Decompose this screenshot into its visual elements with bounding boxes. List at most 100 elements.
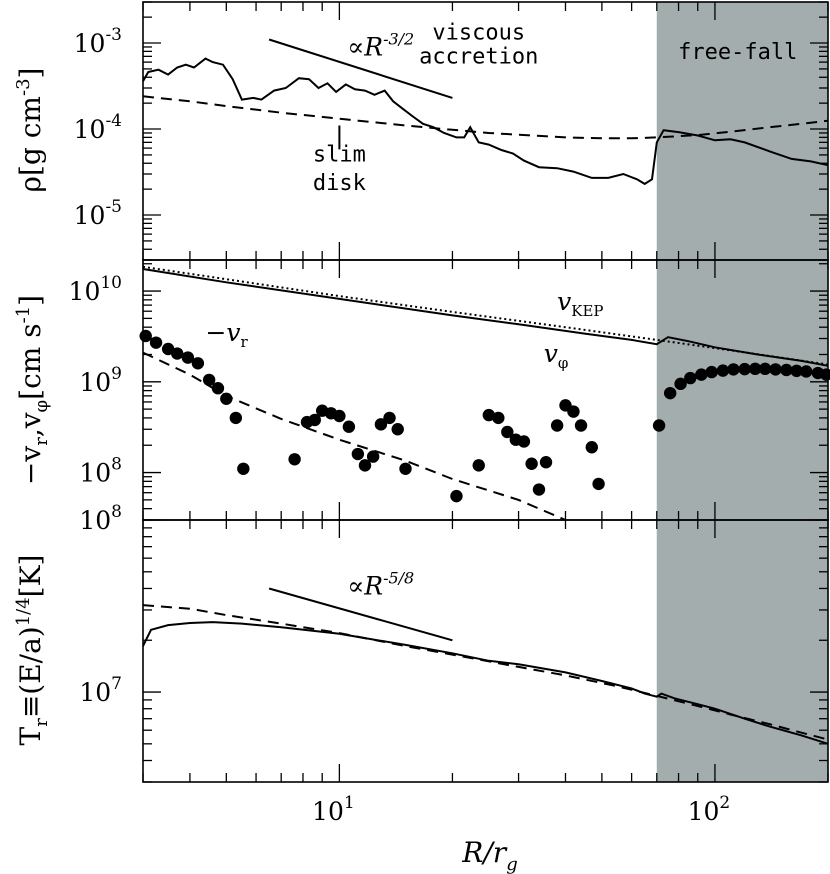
x-tick-label-exponent: 1 [344, 793, 355, 813]
velocity-y-tick-label: 108 [79, 455, 122, 488]
velocity-ylabel-sub1: r [31, 437, 52, 446]
velocity-series--v-r-simulation-point [749, 362, 762, 376]
velocity-series--v-r-slim-disk-line [142, 351, 566, 521]
temperature-ylabel: Tr≡(E/a)1/4[K] [13, 555, 52, 746]
series-label-main: v [557, 287, 571, 316]
velocity-series--v-r-simulation-point [525, 457, 538, 470]
series-label-sub: φ [558, 354, 569, 372]
velocity-y-tick-label: 109 [79, 364, 122, 397]
velocity-series--v-r-simulation-point [171, 347, 184, 360]
tick-label-base: 10 [79, 368, 111, 397]
tick-label-exponent: 8 [111, 455, 122, 475]
temperature-series-simulation-line [142, 621, 829, 745]
temperature-ylabel-sup: 1/4 [13, 597, 34, 626]
density-series-r-3-2-guide-line [268, 38, 453, 99]
velocity-ylabel-close: ] [14, 295, 47, 306]
annotation-exponent: -3/2 [383, 29, 414, 48]
velocity-series--v-r-simulation-point [780, 363, 793, 377]
tick-label-exponent: 10 [100, 273, 122, 293]
density-series-slim-disk-line [142, 95, 829, 140]
velocity-series--v-r-simulation-point [366, 450, 380, 463]
density-y-tick-label: 10-4 [74, 111, 122, 144]
tick-label-exponent: 9 [111, 364, 122, 384]
velocity-series--v-r-simulation-point [663, 386, 677, 400]
velocity-series--v-r-simulation-point [705, 365, 718, 379]
temperature-y-tick-label: 108 [79, 502, 122, 535]
x-axis-label-sub: g [506, 854, 518, 874]
density-series-simulation-line [142, 57, 829, 186]
velocity-series--v-r-simulation-point [450, 489, 463, 503]
velocity-series--v-r-simulation-point [333, 409, 346, 423]
velocity-series--v-r-simulation-point [351, 447, 365, 461]
velocity-series--v-r-simulation-point [769, 363, 782, 376]
density-y-tick-label: 10-3 [74, 25, 122, 58]
velocity-series-v-kep-line [142, 265, 829, 366]
velocity-series--v-r-simulation-point [684, 371, 697, 385]
velocity-series--v-r-simulation-point [191, 357, 205, 370]
tick-label-exponent: -5 [105, 197, 122, 217]
tick-label-exponent: -3 [105, 25, 122, 45]
velocity-series--v-r-simulation-point [501, 425, 514, 439]
x-tick-label-base: 10 [312, 797, 344, 826]
velocity-series--v-r-simulation-point [383, 411, 396, 425]
velocity-series--v-r-simulation-point [181, 351, 195, 364]
velocity-series--v-r-simulation-point [574, 419, 588, 432]
velocity-series--v-r-simulation-point [539, 456, 553, 469]
density-annotation: accretion [419, 44, 538, 69]
velocity-ylabel-mid: ,v [14, 412, 47, 437]
velocity-series--v-r-simulation-point [674, 377, 687, 391]
density-ylabel: ρ[g cm-3] [13, 68, 47, 193]
velocity-series--v-r-simulation-point [399, 462, 412, 475]
density-ylabel-main: ρ[g cm [14, 96, 47, 192]
velocity-series--v-r-simulation-point [149, 336, 163, 349]
panel-frames [142, 1, 829, 783]
velocity-series--v-r-simulation-point [800, 365, 813, 378]
velocity-series--v-r-simulation-point [532, 483, 546, 496]
velocity-y-tick-label: 1010 [69, 273, 122, 306]
annotation-exponent: -5/8 [383, 568, 414, 587]
tick-label-exponent: 8 [111, 502, 122, 522]
velocity-series--v-r-simulation-point [550, 419, 564, 432]
velocity-ylabel-sup: -1 [13, 306, 34, 324]
velocity-series--v-r-simulation-point [492, 411, 505, 425]
x-axis-label: R/rg [461, 836, 517, 874]
velocity-series-label: −vr [205, 318, 248, 351]
density-power-law-annotation: ∝R-3/2 [347, 29, 414, 61]
density-annotation: disk [313, 171, 366, 196]
annotation-main: ∝R [347, 571, 383, 600]
velocity-series--v-r-simulation-point [288, 453, 301, 466]
tick-label-base: 10 [69, 277, 101, 306]
temperature-y-tick-label: 107 [79, 674, 122, 707]
free-fall-shaded-region [656, 2, 828, 782]
series-label-sub: r [241, 333, 249, 351]
velocity-series--v-r-simulation-point [567, 405, 580, 418]
velocity-series--v-r-simulation-point [211, 382, 225, 395]
velocity-series--v-r-simulation-point [758, 362, 772, 376]
density-ylabel-sup: -3 [13, 78, 34, 96]
velocity-series--v-r-simulation-point [517, 435, 531, 448]
velocity-series--v-r-simulation-point [652, 419, 666, 432]
density-y-tick-label: 10-5 [74, 197, 122, 230]
velocity-series--v-r-simulation-point [790, 364, 803, 378]
temperature-ylabel-mid: ≡(E/a) [14, 626, 47, 718]
density-annotation: viscous [432, 20, 525, 45]
temperature-power-law-annotation: ∝R-5/8 [347, 568, 414, 600]
x-tick-label: 102 [688, 793, 731, 826]
series-label-main: v [544, 339, 558, 368]
x-tick-label-exponent: 2 [719, 793, 730, 813]
velocity-series--v-r-simulation-point [139, 329, 152, 343]
density-annotation: free-fall [678, 40, 797, 65]
tick-label-base: 10 [74, 29, 106, 58]
velocity-series--v-r-simulation-point [695, 368, 708, 381]
velocity-series-label: vKEP [557, 287, 603, 320]
tick-label-base: 10 [79, 678, 111, 707]
temperature-series-slim-disk-line [142, 604, 829, 741]
x-tick-label: 101 [312, 793, 355, 826]
tick-label-base: 10 [74, 115, 106, 144]
velocity-ylabel-main: −v [14, 446, 47, 485]
density-annotation: slim [313, 142, 366, 167]
tick-label-base: 10 [74, 201, 106, 230]
